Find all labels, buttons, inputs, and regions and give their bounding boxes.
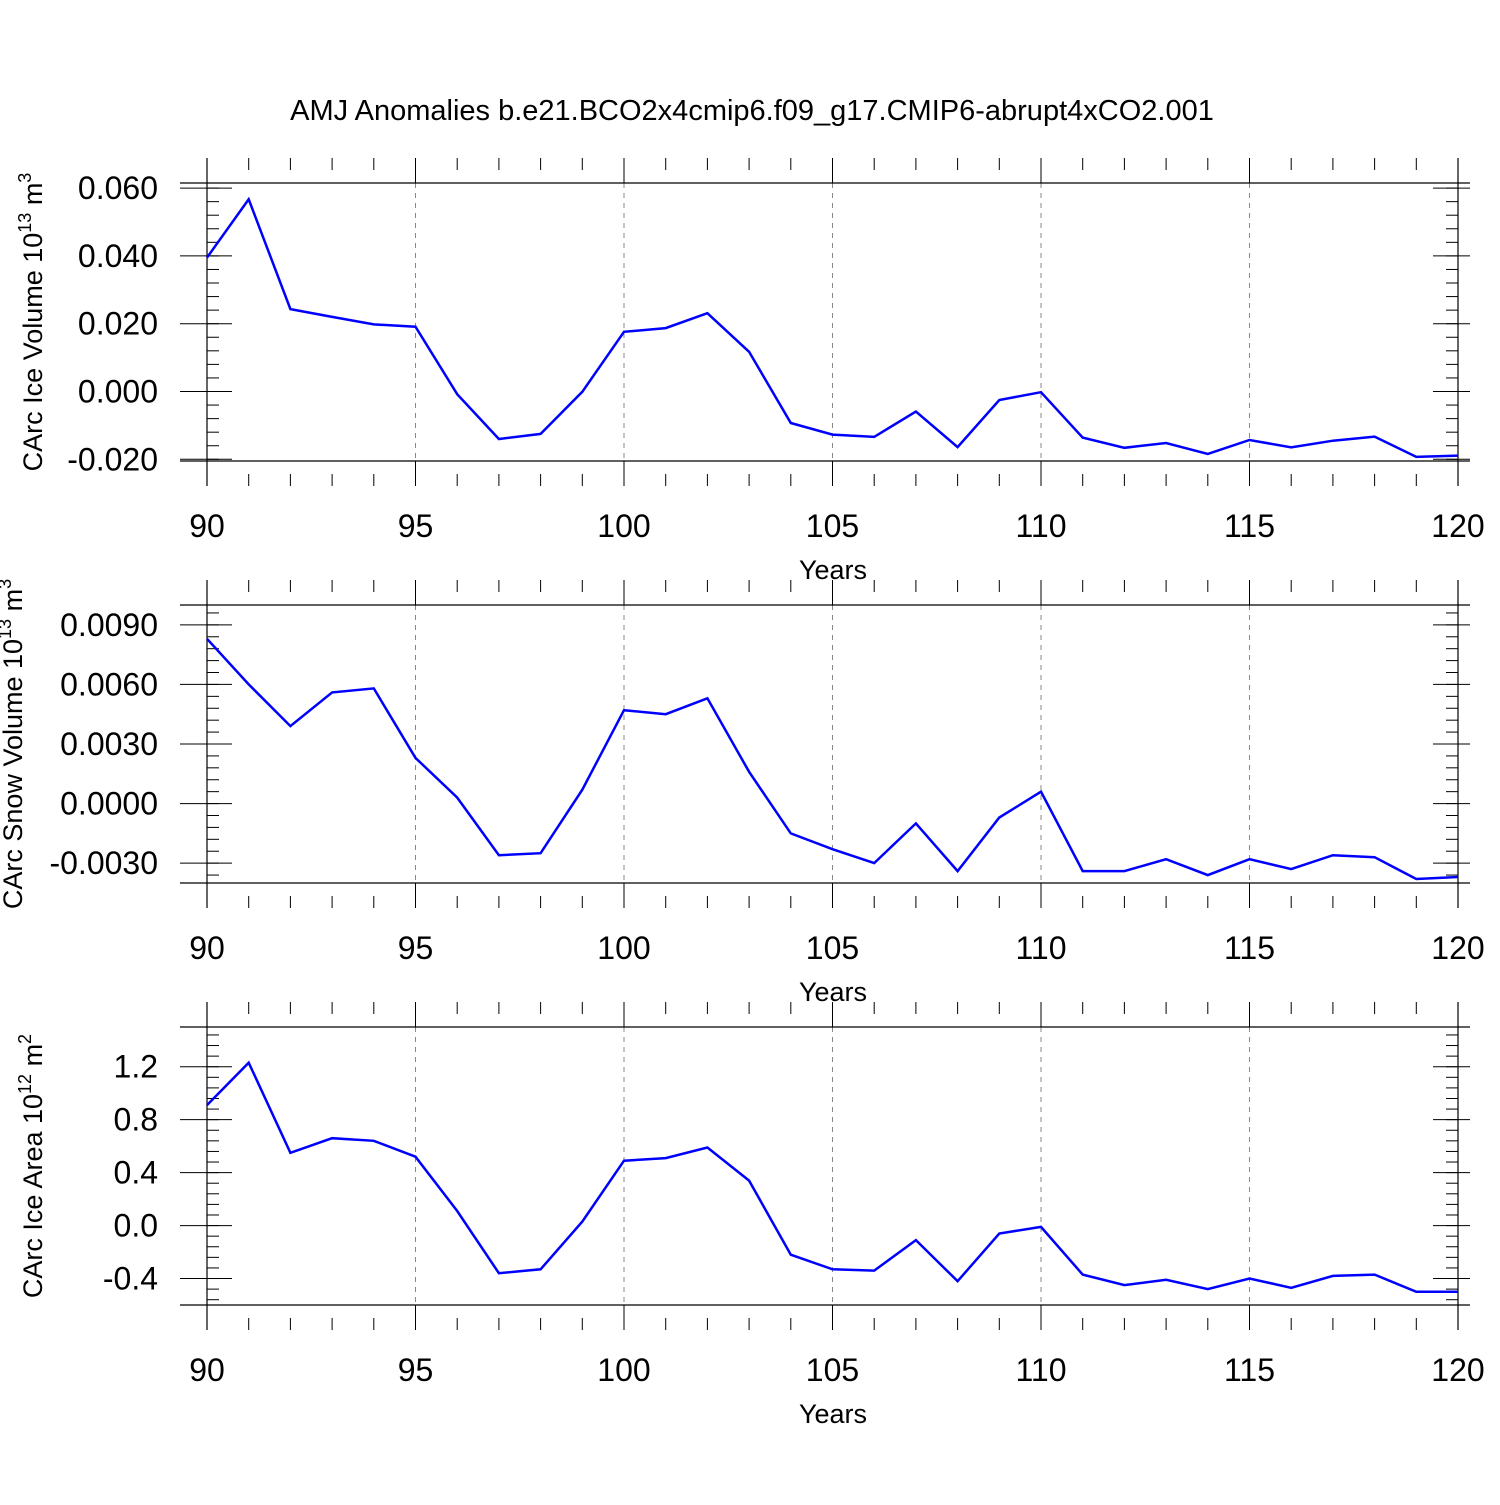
panel3-x-axis-title: Years [799,1399,867,1429]
panel1-y-tick-label: 0.040 [78,238,158,274]
panel1-x-tick-label: 120 [1431,508,1484,544]
panel3-x-tick-label: 95 [398,1352,434,1388]
panel1-x-tick-label: 115 [1224,508,1275,544]
panel1-y-tick-label: 0.060 [78,170,158,206]
panel2-y-tick-label: -0.0030 [49,845,158,881]
panel3-series-line [206,1060,1458,1294]
panel1-x-tick-label: 105 [806,508,859,544]
panel2-y-tick-label: 0.0090 [60,607,158,643]
panel1-y-tick-label: 0.000 [78,374,158,410]
panel3-y-tick-label: 0.8 [114,1102,158,1138]
panel1-y-tick-label: 0.020 [78,306,158,342]
panel2-x-tick-label: 90 [189,930,225,966]
panel3-x-tick-label: 105 [806,1352,859,1388]
panel3-x-tick-label: 90 [189,1352,225,1388]
panel1-x-tick-label: 95 [398,508,434,544]
panel2-y-tick-label: 0.0000 [60,786,158,822]
panel2-y-axis-title: CArc Snow Volume 1013 m3 [0,579,28,909]
panel1-x-tick-label: 90 [189,508,225,544]
panel2-x-tick-label: 110 [1015,930,1066,966]
panel3-x-tick-label: 120 [1431,1352,1484,1388]
panel3-y-tick-label: 0.0 [114,1208,158,1244]
panel2-y-tick-label: 0.0060 [60,666,158,702]
panel3-y-tick-label: 0.4 [114,1155,158,1191]
panel3-x-tick-label: 100 [597,1352,650,1388]
panel3-y-tick-label: -0.4 [103,1261,158,1297]
panel3-y-tick-label: 1.2 [114,1049,158,1085]
panel1-y-tick-label: -0.020 [67,441,158,477]
panel1-series-line [205,196,1459,459]
panel1-x-tick-label: 100 [597,508,650,544]
panel3-x-tick-label: 115 [1224,1352,1275,1388]
figure-title: AMJ Anomalies b.e21.BCO2x4cmip6.f09_g17.… [290,95,1214,127]
panel3-x-tick-label: 110 [1015,1352,1066,1388]
panel2-series-line [206,637,1459,881]
panel2-x-tick-label: 95 [398,930,434,966]
panel2-x-tick-label: 100 [597,930,650,966]
panel1-y-axis-title: CArc Ice Volume 1013 m3 [15,173,48,472]
panel2-x-tick-label: 120 [1431,930,1484,966]
panel2-y-tick-label: 0.0030 [60,726,158,762]
panel3-y-axis-title: CArc Ice Area 1012 m2 [15,1034,48,1298]
panel1-x-tick-label: 110 [1015,508,1066,544]
panel2-x-tick-label: 115 [1224,930,1275,966]
panel2-x-tick-label: 105 [806,930,859,966]
